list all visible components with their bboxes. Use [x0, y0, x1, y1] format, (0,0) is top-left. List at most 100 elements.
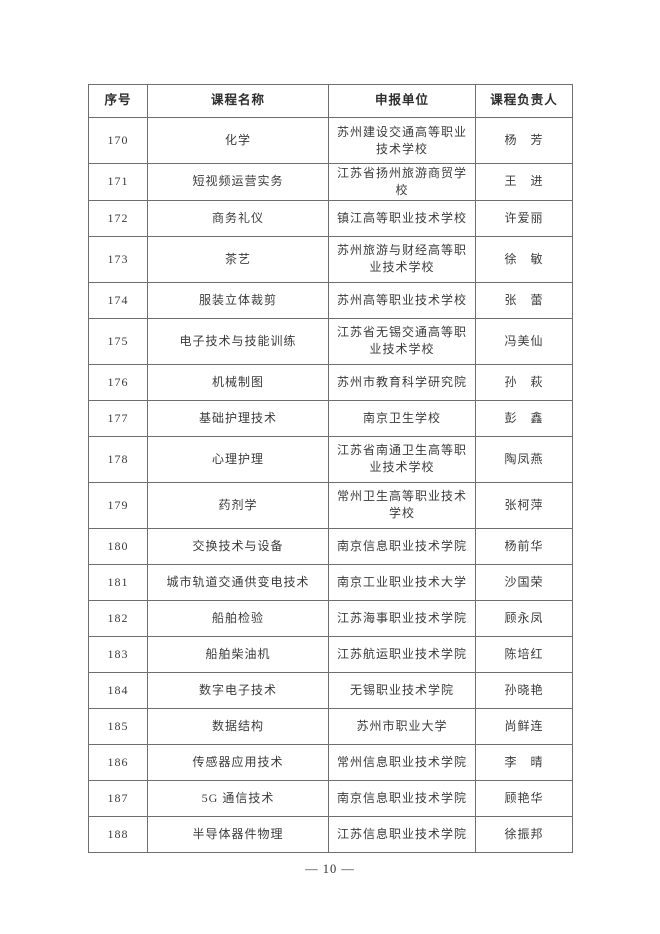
- cell-leader: 许爱丽: [475, 199, 573, 237]
- table-row: 177 基础护理技术 南京卫生学校彭 鑫: [88, 399, 573, 437]
- cell-leader: 张柯萍: [475, 481, 573, 529]
- cell-serial: 188: [88, 815, 148, 853]
- cell-unit: 南京信息职业技术学院: [328, 779, 476, 817]
- cell-serial: 180: [88, 527, 148, 565]
- header-cell-serial: 序号: [88, 84, 148, 118]
- cell-unit: 苏州旅游与财经高等职业技术学校: [328, 235, 476, 283]
- cell-leader: 徐振邦: [475, 815, 573, 853]
- cell-course: 船舶柴油机: [147, 635, 329, 673]
- table-row: 182 船舶检验 江苏海事职业技术学院 顾永凤: [88, 599, 573, 637]
- cell-leader: 徐 敏: [475, 235, 573, 283]
- course-table: 序号 课程名称 申报单位 课程负责人 170 化学 苏州建设交通高等职业技术学校杨 …: [88, 84, 573, 853]
- cell-serial: 182: [88, 599, 148, 637]
- table-row: 184 数字电子技术 无锡职业技术学院 孙晓艳: [88, 671, 573, 709]
- cell-leader: 沙国荣: [475, 563, 573, 601]
- cell-course: 商务礼仪: [147, 199, 329, 237]
- table-row: 183 船舶柴油机 江苏航运职业技术学院 陈培红: [88, 635, 573, 673]
- cell-unit: 江苏海事职业技术学院: [328, 599, 476, 637]
- cell-serial: 174: [88, 281, 148, 319]
- cell-serial: 176: [88, 363, 148, 401]
- table-row: 178 心理护理 江苏省南通卫生高等职业技术学校 陶凤燕: [88, 435, 573, 483]
- cell-leader: 孙 萩: [475, 363, 573, 401]
- cell-unit: 江苏信息职业技术学院: [328, 815, 476, 853]
- cell-serial: 183: [88, 635, 148, 673]
- cell-course: 短视频运营实务: [147, 163, 329, 201]
- cell-leader: 陈培红: [475, 635, 573, 673]
- header-row: 序号 课程名称 申报单位 课程负责人: [88, 84, 573, 118]
- table-row: 175 电子技术与技能训练 江苏省无锡交通高等职业技术学校 冯美仙: [88, 317, 573, 365]
- header-cell-leader: 课程负责人: [475, 84, 573, 118]
- cell-course: 数据结构: [147, 707, 329, 745]
- cell-unit: 南京信息职业技术学院: [328, 527, 476, 565]
- cell-course: 机械制图: [147, 363, 329, 401]
- cell-unit: 江苏省扬州旅游商贸学校: [328, 163, 476, 201]
- table-row: 186 传感器应用技术 常州信息职业技术学院李 晴: [88, 743, 573, 781]
- cell-leader: 顾永凤: [475, 599, 573, 637]
- cell-leader: 陶凤燕: [475, 435, 573, 483]
- table-row: 170 化学 苏州建设交通高等职业技术学校杨 芳: [88, 117, 573, 164]
- cell-course: 茶艺: [147, 235, 329, 283]
- cell-serial: 178: [88, 435, 148, 483]
- cell-serial: 177: [88, 399, 148, 437]
- cell-leader: 顾艳华: [475, 779, 573, 817]
- cell-course: 化学: [147, 117, 329, 164]
- cell-serial: 179: [88, 481, 148, 529]
- table-row: 179 药剂学 常州卫生高等职业技术学校 张柯萍: [88, 481, 573, 529]
- cell-unit: 南京卫生学校: [328, 399, 476, 437]
- cell-course: 基础护理技术: [147, 399, 329, 437]
- cell-serial: 175: [88, 317, 148, 365]
- cell-unit: 南京工业职业技术大学: [328, 563, 476, 601]
- table-row: 172 商务礼仪 镇江高等职业技术学校 许爱丽: [88, 199, 573, 237]
- table-row: 180 交换技术与设备 南京信息职业技术学院 杨前华: [88, 527, 573, 565]
- cell-course: 半导体器件物理: [147, 815, 329, 853]
- cell-leader: 王 进: [475, 163, 573, 201]
- cell-unit: 江苏省南通卫生高等职业技术学校: [328, 435, 476, 483]
- table-row: 187 5G 通信技术 南京信息职业技术学院 顾艳华: [88, 779, 573, 817]
- page-number: — 10 —: [305, 862, 355, 876]
- cell-course: 交换技术与设备: [147, 527, 329, 565]
- cell-unit: 江苏省无锡交通高等职业技术学校: [328, 317, 476, 365]
- cell-leader: 李 晴: [475, 743, 573, 781]
- table-row: 185 数据结构 苏州市职业大学 尚鲜连: [88, 707, 573, 745]
- cell-serial: 172: [88, 199, 148, 237]
- table-row: 173 茶艺 苏州旅游与财经高等职业技术学校徐 敏: [88, 235, 573, 283]
- cell-unit: 苏州市教育科学研究院: [328, 363, 476, 401]
- table-row: 174 服装立体裁剪 苏州高等职业技术学校张 蕾: [88, 281, 573, 319]
- cell-serial: 173: [88, 235, 148, 283]
- cell-leader: 彭 鑫: [475, 399, 573, 437]
- cell-course: 城市轨道交通供变电技术: [147, 563, 329, 601]
- table-row: 181 城市轨道交通供变电技术 南京工业职业技术大学 沙国荣: [88, 563, 573, 601]
- table-row: 171 短视频运营实务 江苏省扬州旅游商贸学校王 进: [88, 163, 573, 201]
- cell-serial: 186: [88, 743, 148, 781]
- cell-leader: 孙晓艳: [475, 671, 573, 709]
- cell-serial: 181: [88, 563, 148, 601]
- header-cell-course: 课程名称: [147, 84, 329, 118]
- table-body: 170 化学 苏州建设交通高等职业技术学校杨 芳 171 短视频运营实务 江苏省扬州旅游商…: [88, 117, 573, 853]
- cell-serial: 184: [88, 671, 148, 709]
- cell-unit: 镇江高等职业技术学校: [328, 199, 476, 237]
- cell-unit: 无锡职业技术学院: [328, 671, 476, 709]
- cell-course: 电子技术与技能训练: [147, 317, 329, 365]
- cell-unit: 苏州高等职业技术学校: [328, 281, 476, 319]
- cell-leader: 杨 芳: [475, 117, 573, 164]
- header-cell-unit: 申报单位: [328, 84, 476, 118]
- table-header: 序号 课程名称 申报单位 课程负责人: [88, 84, 573, 118]
- cell-course: 数字电子技术: [147, 671, 329, 709]
- cell-unit: 江苏航运职业技术学院: [328, 635, 476, 673]
- cell-unit: 苏州建设交通高等职业技术学校: [328, 117, 476, 164]
- cell-serial: 171: [88, 163, 148, 201]
- cell-serial: 170: [88, 117, 148, 164]
- table-row: 188 半导体器件物理 江苏信息职业技术学院 徐振邦: [88, 815, 573, 853]
- cell-unit: 常州信息职业技术学院: [328, 743, 476, 781]
- cell-leader: 杨前华: [475, 527, 573, 565]
- cell-course: 药剂学: [147, 481, 329, 529]
- cell-leader: 张 蕾: [475, 281, 573, 319]
- cell-leader: 冯美仙: [475, 317, 573, 365]
- cell-course: 船舶检验: [147, 599, 329, 637]
- cell-course: 传感器应用技术: [147, 743, 329, 781]
- cell-unit: 常州卫生高等职业技术学校: [328, 481, 476, 529]
- table-row: 176 机械制图 苏州市教育科学研究院孙 萩: [88, 363, 573, 401]
- cell-serial: 185: [88, 707, 148, 745]
- cell-course: 心理护理: [147, 435, 329, 483]
